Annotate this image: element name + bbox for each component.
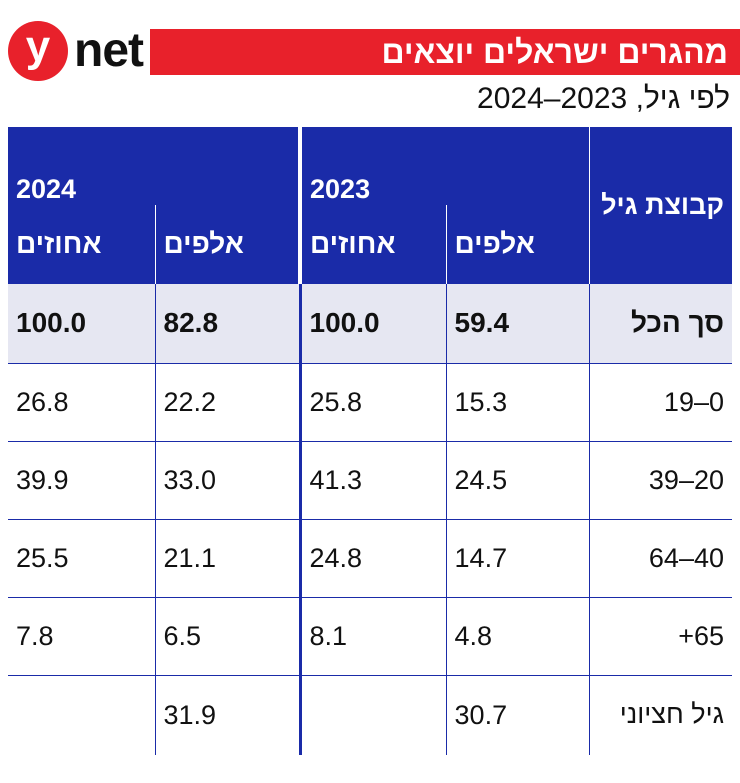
- percent-header-2023: אחוזים: [298, 205, 447, 283]
- thousands-2023: 24.5: [445, 441, 590, 520]
- total-thousands-2024: 82.8: [154, 282, 301, 364]
- age-label: גיל חציוני: [588, 675, 733, 755]
- table-header-years: קבוצת גיל 2023 2024: [8, 127, 733, 283]
- total-percent-2023: 100.0: [298, 282, 447, 364]
- total-row: סך הכל 59.4 100.0 82.8 100.0: [8, 282, 733, 364]
- ynet-logo[interactable]: y net: [8, 20, 144, 82]
- age-label: 20–39: [588, 441, 733, 520]
- percent-2024: 26.8: [8, 363, 156, 442]
- percent-2023: [298, 675, 447, 755]
- table-row: 20–39 24.5 41.3 33.0 39.9: [8, 441, 733, 520]
- title-bar: מהגרים ישראלים יוצאים: [150, 29, 740, 75]
- thousands-header-2024: אלפים: [154, 205, 301, 283]
- ynet-logo-text: net: [74, 24, 144, 77]
- percent-2023: 8.1: [298, 597, 447, 676]
- thousands-2024: 33.0: [154, 441, 301, 520]
- percent-header-2024: אחוזים: [8, 205, 156, 283]
- table-row: גיל חציוני 30.7 31.9: [8, 675, 733, 755]
- thousands-2024: 21.1: [154, 519, 301, 598]
- thousands-header-2023: אלפים: [445, 205, 590, 283]
- thousands-2023: 15.3: [445, 363, 590, 442]
- emigration-table: קבוצת גיל 2023 2024 אלפים אחוזים אלפים א…: [8, 127, 733, 755]
- percent-2023: 41.3: [298, 441, 447, 520]
- year-2024-header: 2024: [8, 127, 301, 205]
- total-percent-2024: 100.0: [8, 282, 156, 364]
- page-subtitle: לפי גיל, 2023–2024: [477, 82, 730, 115]
- table-row: 65+ 4.8 8.1 6.5 7.8: [8, 597, 733, 676]
- page-title: מהגרים ישראלים יוצאים: [381, 33, 728, 70]
- percent-2024: [8, 675, 155, 755]
- age-group-header: קבוצת גיל: [588, 127, 733, 283]
- percent-2024: 39.9: [8, 441, 156, 520]
- percent-2023: 25.8: [298, 363, 447, 442]
- percent-2023: 24.8: [298, 519, 447, 598]
- thousands-2023: 4.8: [445, 597, 590, 676]
- table-row: 0–19 15.3 25.8 22.2 26.8: [8, 363, 733, 442]
- percent-2024: 7.8: [8, 597, 156, 676]
- total-label: סך הכל: [588, 282, 733, 364]
- ynet-logo-y: y: [8, 21, 68, 81]
- age-label: 40–64: [588, 519, 733, 598]
- thousands-2023: 30.7: [445, 675, 590, 755]
- thousands-2024: 6.5: [154, 597, 301, 676]
- table-row: 40–64 14.7 24.8 21.1 25.5: [8, 519, 733, 598]
- age-label: 65+: [588, 597, 733, 676]
- age-label: 0–19: [588, 363, 733, 442]
- thousands-2024: 22.2: [154, 363, 301, 442]
- thousands-2024: 31.9: [154, 675, 301, 755]
- percent-2024: 25.5: [8, 519, 156, 598]
- year-2023-header: 2023: [298, 127, 590, 205]
- total-thousands-2023: 59.4: [445, 282, 590, 364]
- thousands-2023: 14.7: [445, 519, 590, 598]
- table-header-units: אלפים אחוזים אלפים אחוזים: [8, 205, 732, 283]
